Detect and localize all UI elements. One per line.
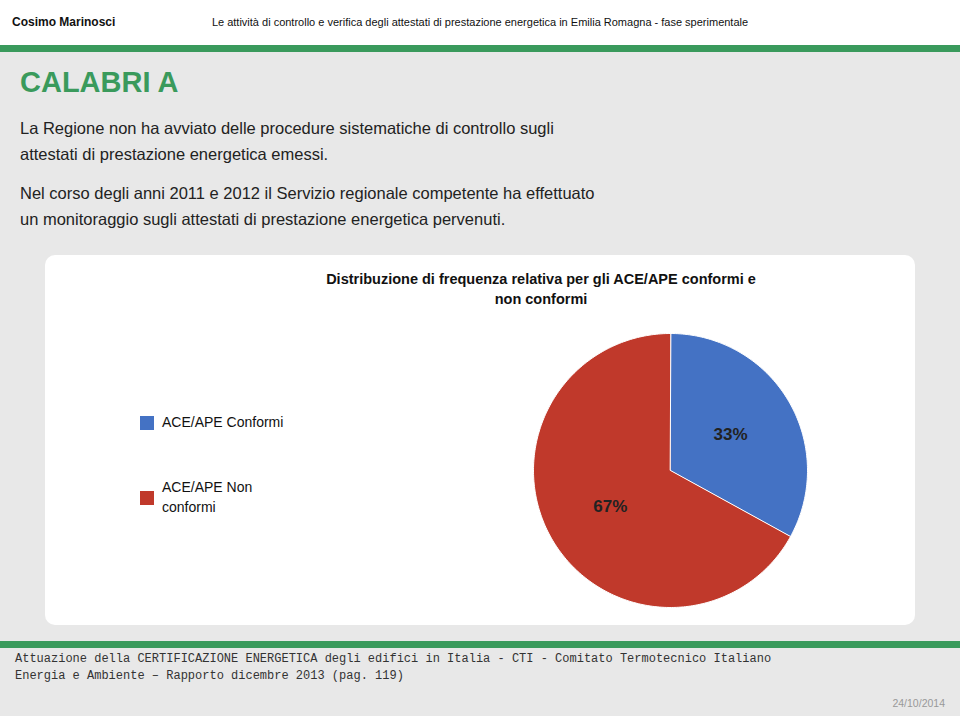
html-text:Nel corso degli anni 2011 e 20: Nel corso degli anni 2011 e 2012 il Serv… [20, 184, 595, 229]
html-text:Le attività di controllo e ver: Le attività di controllo e verifica degl… [211, 16, 749, 28]
html-text:Attuazione della CERTIFICAZION: Attuazione della CERTIFICAZIONE ENERGETI… [15, 652, 772, 666]
html-text:Cosimo Marinosci: Cosimo Marinosci [12, 15, 116, 29]
html-text:Energia e Ambiente – Rapporto: Energia e Ambiente – Rapporto dicembre 2… [15, 669, 404, 683]
html-text:ACE/APE Non conformi: ACE/APE Non conformi [162, 478, 253, 515]
svg-text:67%: 67% [593, 497, 627, 516]
html-text:Distribuzione di frequenza rel: Distribuzione di frequenza relativa per … [326, 271, 756, 308]
html-text:La Regione non ha avviato dell: La Regione non ha avviato delle procedur… [20, 119, 554, 164]
svg-text:33%: 33% [714, 425, 748, 444]
html-text:CALABRI A: CALABRI A [20, 66, 179, 98]
html-text:24/10/2014: 24/10/2014 [892, 697, 945, 709]
html-text:ACE/APE Conformi: ACE/APE Conformi [162, 413, 284, 430]
